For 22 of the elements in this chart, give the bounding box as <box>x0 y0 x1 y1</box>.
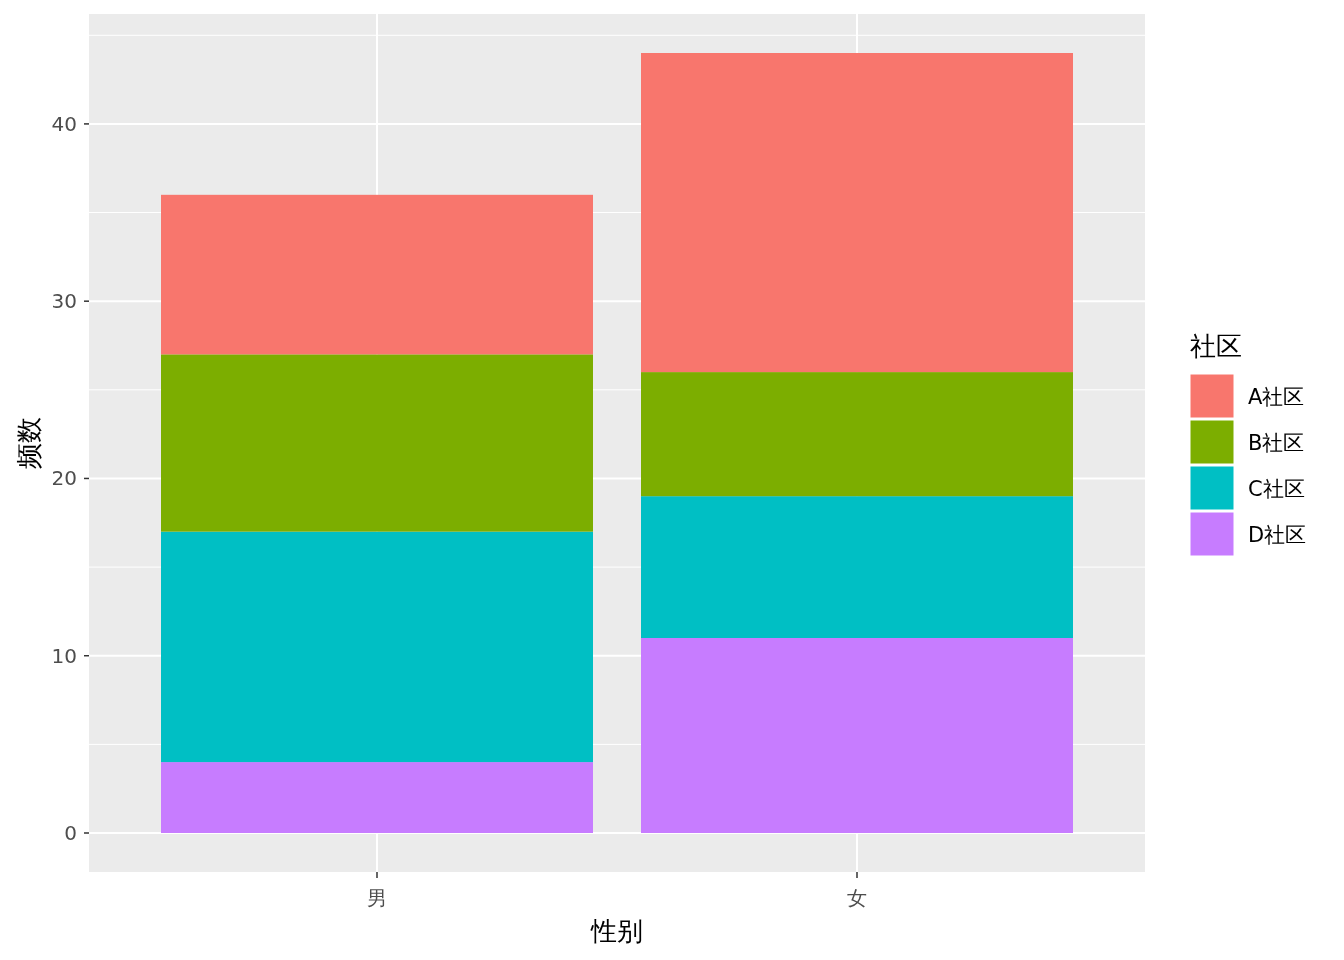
legend-label: C社区 <box>1248 477 1305 501</box>
y-tick-label: 0 <box>64 821 77 845</box>
bar <box>641 372 1073 497</box>
y-tick-label: 20 <box>51 466 77 491</box>
x-tick-label: 女 <box>847 886 867 910</box>
y-tick-label: 10 <box>51 643 77 668</box>
bar <box>161 354 593 532</box>
bar <box>161 194 593 355</box>
legend-label: D社区 <box>1248 523 1307 547</box>
bar <box>641 496 1073 638</box>
y-axis-title: 频数 <box>14 417 44 469</box>
bar <box>161 531 593 763</box>
bar <box>641 638 1073 833</box>
legend-label: B社区 <box>1248 431 1305 455</box>
y-tick-label: 30 <box>51 289 77 314</box>
bar <box>641 53 1073 373</box>
x-axis-title: 性别 <box>590 916 643 946</box>
y-tick-label: 40 <box>51 111 77 136</box>
x-tick-label: 男 <box>367 886 387 910</box>
legend-title: 社区 <box>1190 331 1242 361</box>
bar <box>161 762 593 833</box>
legend-label: A社区 <box>1248 385 1305 409</box>
